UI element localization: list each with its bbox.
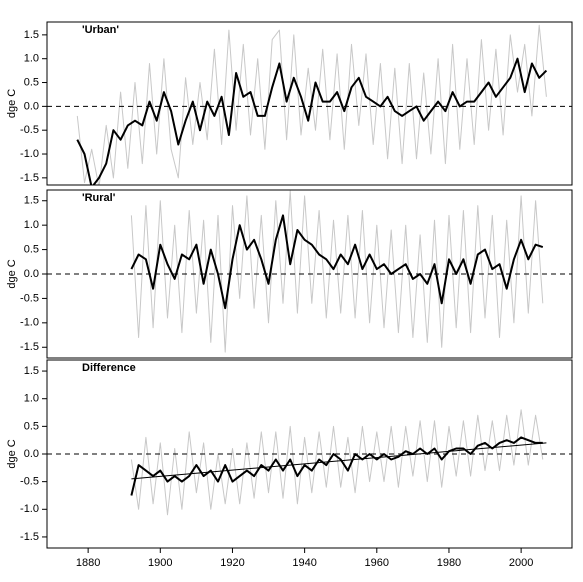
plot-frame — [46, 21, 573, 186]
series-line — [76, 57, 548, 185]
y-axis-label: dge C — [6, 89, 18, 118]
y-tick-label: 1.0 — [24, 53, 39, 65]
series-line — [130, 214, 544, 310]
y-tick-label: -1.5 — [20, 531, 39, 543]
x-tick-label: 1920 — [220, 557, 244, 569]
x-tick-label: 1960 — [365, 557, 389, 569]
y-tick-label: 0.0 — [24, 100, 39, 112]
series-line — [130, 409, 544, 516]
x-tick-label: 1940 — [292, 557, 316, 569]
y-tick-label: 0.0 — [24, 268, 39, 280]
y-tick-label: 1.5 — [24, 29, 39, 41]
y-tick-label: -1.0 — [20, 503, 39, 515]
y-tick-label: 1.0 — [24, 219, 39, 231]
plot-area — [130, 409, 547, 516]
y-tick-label: 0.5 — [24, 243, 39, 255]
y-tick-label: 0.5 — [24, 76, 39, 88]
x-tick-label: 2000 — [509, 557, 533, 569]
series-line — [130, 190, 544, 353]
plot-area — [130, 190, 544, 353]
panel-title: 'Urban' — [82, 24, 119, 36]
y-tick-label: -1.5 — [20, 341, 39, 353]
y-tick-label: -1.5 — [20, 172, 39, 184]
y-tick-label: 0.5 — [24, 420, 39, 432]
y-tick-label: 0.0 — [24, 448, 39, 460]
y-tick-label: 1.5 — [24, 195, 39, 207]
y-tick-label: 1.5 — [24, 365, 39, 377]
y-tick-label: -0.5 — [20, 476, 39, 488]
y-tick-label: -0.5 — [20, 124, 39, 136]
panel-title: 'Rural' — [82, 192, 116, 204]
y-axis-label: dge C — [6, 439, 18, 468]
x-tick-label: 1980 — [437, 557, 461, 569]
series-line — [130, 436, 543, 496]
panel-title: Difference — [82, 362, 136, 374]
series-line — [131, 442, 547, 480]
x-tick-label: 1880 — [76, 557, 100, 569]
y-tick-label: 1.0 — [24, 393, 39, 405]
y-tick-label: -1.0 — [20, 317, 39, 329]
y-tick-label: -0.5 — [20, 292, 39, 304]
plot-area — [76, 24, 548, 185]
y-axis-label: dge C — [6, 259, 18, 288]
x-tick-label: 1900 — [148, 557, 172, 569]
y-tick-label: -1.0 — [20, 148, 39, 160]
